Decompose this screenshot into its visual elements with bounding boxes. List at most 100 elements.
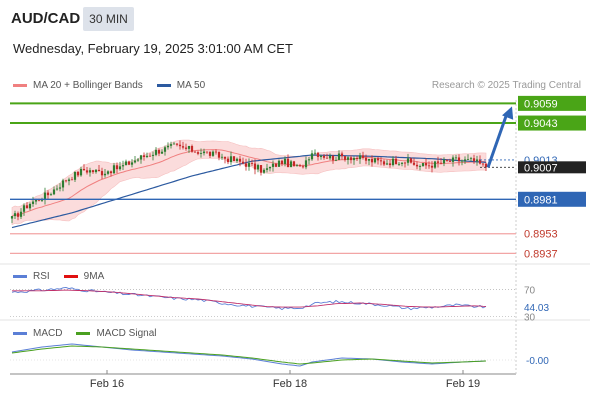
candle — [322, 153, 326, 160]
candle-body — [430, 165, 434, 168]
candle-body — [376, 158, 380, 161]
candle — [271, 160, 275, 172]
candle-body — [364, 157, 368, 161]
level-label: 0.8937 — [524, 248, 558, 260]
candle — [385, 159, 389, 166]
candle — [361, 151, 365, 160]
candle-body — [469, 158, 473, 160]
timeframe-badge[interactable]: 30 MIN — [83, 7, 134, 31]
legend-macd-signal-label: MACD Signal — [96, 328, 157, 339]
candle-body — [481, 163, 485, 165]
candle — [178, 140, 182, 150]
candle-body — [145, 155, 149, 157]
candle — [58, 183, 62, 192]
candle — [16, 211, 20, 221]
candle-body — [136, 159, 140, 161]
candle — [259, 164, 263, 176]
candle — [217, 151, 221, 161]
candle — [235, 157, 239, 163]
candle — [160, 149, 164, 154]
candle — [451, 155, 455, 167]
candle-body — [169, 144, 173, 146]
candle — [91, 169, 95, 174]
candle — [193, 150, 197, 153]
candle — [310, 150, 314, 161]
candle — [148, 153, 152, 157]
candle — [307, 157, 311, 165]
candle-body — [310, 153, 314, 160]
candle — [70, 176, 74, 181]
candle-body — [61, 180, 65, 188]
candle-body — [445, 159, 449, 161]
candle — [22, 203, 26, 216]
candle — [427, 161, 431, 169]
candle-body — [58, 187, 62, 189]
candle — [316, 151, 320, 161]
candle-body — [55, 188, 59, 190]
candle-body — [337, 153, 341, 160]
candle-body — [475, 159, 479, 162]
candle-body — [34, 199, 38, 202]
candle-body — [358, 155, 362, 160]
candle — [55, 185, 59, 191]
rsi-level-label: 70 — [524, 285, 536, 296]
candle-body — [391, 158, 395, 166]
forecast-arrow — [486, 112, 509, 168]
candle — [457, 154, 461, 166]
candle-body — [112, 165, 116, 174]
candle-body — [31, 201, 35, 204]
candle — [295, 163, 299, 167]
candle — [94, 169, 98, 174]
candle-body — [274, 163, 278, 167]
candle — [466, 154, 470, 160]
candle-body — [43, 192, 47, 201]
candle — [379, 157, 383, 166]
candle-body — [205, 151, 209, 153]
candle — [448, 158, 452, 163]
candle-body — [250, 163, 254, 164]
candle — [142, 152, 146, 161]
legend-ma20-label: MA 20 + Bollinger Bands — [33, 80, 143, 91]
candle-body — [238, 158, 242, 162]
candle-body — [223, 156, 227, 159]
candle — [88, 167, 92, 177]
candle-body — [436, 161, 440, 163]
candle — [430, 161, 434, 173]
current-price-label: 0.9007 — [524, 162, 558, 174]
candle-body — [478, 159, 482, 164]
candle-body — [379, 160, 383, 162]
candle — [82, 164, 86, 171]
candle — [85, 166, 89, 175]
candle — [112, 163, 116, 175]
rsi-ma-line — [12, 289, 487, 308]
candle — [130, 159, 134, 168]
candle-body — [184, 147, 188, 149]
level-label-box — [518, 95, 586, 111]
candle-body — [286, 158, 290, 168]
candle — [127, 160, 131, 166]
candle-body — [187, 145, 191, 149]
candle-body — [397, 163, 401, 165]
candle — [391, 156, 395, 167]
candle — [31, 196, 35, 207]
level-label-box — [518, 191, 586, 207]
candle-body — [409, 158, 413, 163]
candle-body — [343, 156, 347, 160]
candle — [424, 158, 428, 169]
candle-body — [421, 163, 425, 167]
candle — [76, 170, 80, 178]
candle-body — [217, 152, 221, 158]
candle-body — [373, 158, 377, 163]
candle-body — [151, 154, 155, 156]
candle — [79, 166, 83, 177]
candle — [166, 142, 170, 150]
candle-body — [349, 157, 353, 161]
candle — [247, 158, 251, 171]
candle-body — [403, 162, 407, 164]
candle — [268, 166, 272, 172]
candle-body — [433, 161, 437, 168]
candle — [292, 160, 296, 167]
candle-body — [319, 155, 323, 157]
candle-body — [160, 151, 164, 154]
